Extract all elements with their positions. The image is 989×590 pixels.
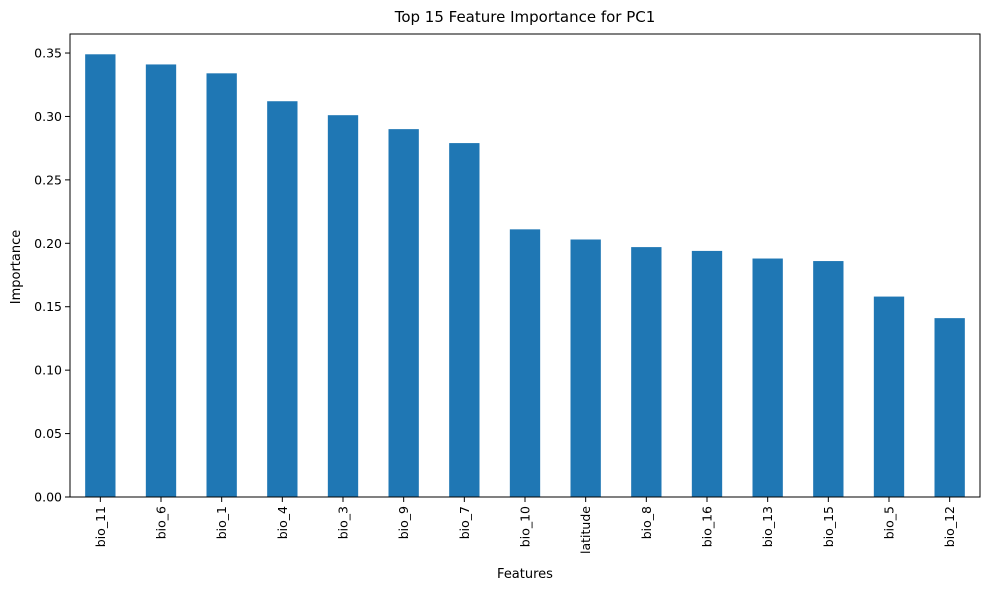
y-tick-label: 0.25: [34, 172, 62, 187]
x-tick-label: bio_11: [93, 506, 108, 547]
bar-bio_7: [449, 143, 480, 498]
bar-bio_16: [691, 250, 723, 497]
x-tick-label: bio_1: [214, 506, 229, 539]
bar-bio_5: [873, 296, 905, 497]
bar-bio_15: [813, 261, 844, 497]
bar-bio_11: [85, 54, 116, 497]
x-tick-label: bio_8: [639, 506, 654, 539]
bar-bio_6: [145, 64, 177, 497]
x-tick-label: bio_9: [396, 506, 411, 539]
y-tick-label: 0.00: [34, 490, 62, 505]
bar-bio_10: [509, 229, 541, 497]
bar-bio_12: [934, 318, 965, 497]
y-tick-label: 0.10: [34, 363, 62, 378]
bars-group: [85, 54, 965, 498]
chart-title: Top 15 Feature Importance for PC1: [394, 8, 656, 26]
x-tick-label: bio_12: [942, 506, 957, 547]
x-tick-label: bio_15: [821, 506, 836, 547]
bar-bio_4: [267, 101, 298, 498]
bar-bio_9: [388, 129, 419, 497]
x-ticks-group: bio_11 bio_6 bio_1 bio_4 bio_3 bio_9 bio_7 bio_…: [93, 497, 957, 554]
y-ticks-group: 0.00 0.05 0.10 0.15 0.20 0.25 0.30 0.35: [34, 46, 70, 505]
x-tick-label: bio_16: [700, 506, 715, 547]
x-tick-label: latitude: [578, 506, 593, 554]
bar-bio_8: [631, 247, 662, 497]
bar-bio_13: [752, 258, 783, 497]
x-axis-label: Features: [497, 567, 553, 582]
x-tick-label: bio_4: [275, 506, 290, 539]
x-tick-label: bio_13: [760, 506, 775, 547]
x-tick-label: bio_3: [336, 506, 351, 539]
y-tick-label: 0.35: [34, 46, 62, 61]
x-tick-label: bio_6: [154, 506, 169, 539]
y-axis-label: Importance: [9, 230, 24, 305]
y-tick-label: 0.30: [34, 109, 62, 124]
x-tick-label: bio_5: [882, 506, 897, 539]
bar-latitude: [570, 239, 601, 497]
y-tick-label: 0.05: [34, 426, 62, 441]
plot-frame: [69, 33, 981, 498]
x-tick-label: bio_7: [457, 506, 472, 539]
bar-bio_3: [327, 115, 359, 497]
y-tick-label: 0.20: [34, 236, 62, 251]
y-tick-label: 0.15: [34, 299, 62, 314]
x-tick-label: bio_10: [518, 506, 533, 547]
bar-bio_1: [206, 73, 237, 497]
